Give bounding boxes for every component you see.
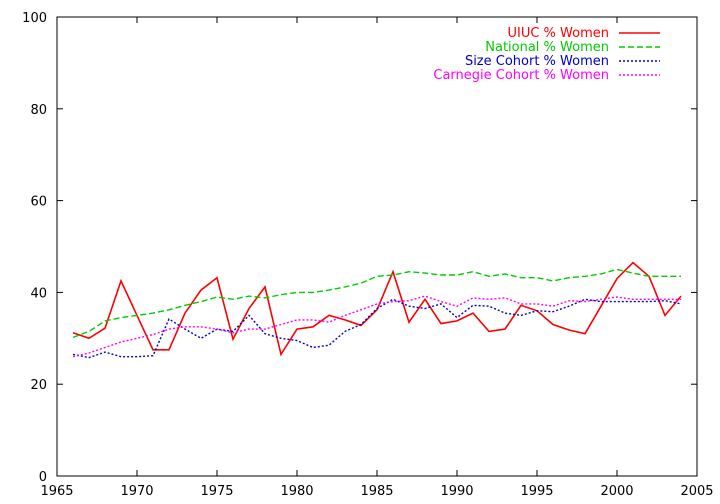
- legend-label: Size Cohort % Women: [465, 54, 609, 69]
- x-tick-label: 1975: [200, 484, 233, 499]
- x-tick-label: 2005: [680, 484, 713, 499]
- x-tick-label: 1965: [40, 484, 73, 499]
- x-tick-label: 1995: [520, 484, 553, 499]
- legend-label: Carnegie Cohort % Women: [433, 68, 609, 83]
- legend-label: National % Women: [485, 40, 609, 55]
- series-layer: [72, 261, 682, 359]
- plot-frame: [56, 16, 698, 477]
- y-tick-label: 0: [39, 470, 47, 485]
- y-tick-label: 40: [30, 286, 47, 301]
- y-tick-label: 100: [22, 11, 47, 26]
- axis-ticks: 1965 1970 1975 1980 1985 1990 1995 2000 2005 0 20 4…: [22, 11, 713, 499]
- x-tick-label: 2000: [600, 484, 633, 499]
- series-line-3: [72, 298, 682, 359]
- x-tick-label: 1970: [120, 484, 153, 499]
- y-tick-label: 20: [30, 378, 47, 393]
- y-tick-label: 80: [30, 103, 47, 118]
- series-line-2: [72, 268, 681, 339]
- x-tick-label: 1985: [360, 484, 393, 499]
- x-tick-label: 1980: [280, 484, 313, 499]
- series-line-4: [72, 295, 681, 358]
- y-tick-label: 60: [30, 195, 47, 210]
- legend-label: UIUC % Women: [507, 26, 609, 41]
- x-tick-label: 1990: [440, 484, 473, 499]
- series-line-1: [72, 261, 682, 357]
